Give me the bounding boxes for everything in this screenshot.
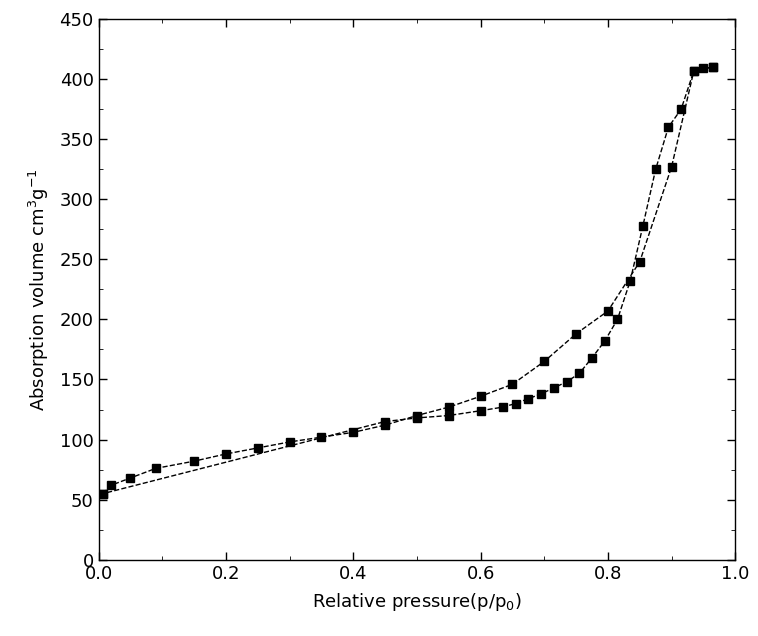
X-axis label: Relative pressure(p/p$_0$): Relative pressure(p/p$_0$) [312, 591, 522, 613]
Y-axis label: Absorption volume cm$^3$g$^{-1}$: Absorption volume cm$^3$g$^{-1}$ [27, 168, 51, 411]
